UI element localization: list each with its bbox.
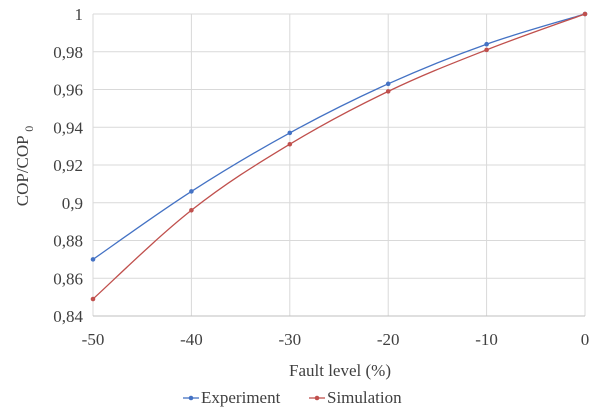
series-point-simulation: [287, 141, 293, 147]
series-point-simulation: [90, 296, 96, 302]
y-tick-label: 0,9: [62, 194, 83, 213]
y-tick-label: 0,86: [53, 269, 83, 288]
y-axis-title: COP/COP 0: [13, 126, 36, 206]
y-axis-title-main: COP/COP: [13, 136, 32, 206]
series-point-simulation: [582, 11, 588, 17]
legend-label-experiment: Experiment: [201, 388, 281, 407]
series-point-simulation: [189, 208, 194, 213]
x-tick-label: -30: [278, 330, 301, 349]
y-tick-label: 0,98: [53, 43, 83, 62]
series-line-simulation: [92, 13, 586, 300]
y-tick-label: 0,84: [53, 307, 83, 326]
y-tick-label: 1: [75, 5, 84, 24]
series-point-experiment: [385, 81, 391, 87]
series-point-experiment: [90, 257, 96, 262]
series-point-experiment: [484, 41, 489, 47]
x-tick-label: -10: [475, 330, 498, 349]
series-point-experiment: [189, 189, 194, 194]
grid-lines: [92, 13, 586, 317]
series-point-experiment: [287, 130, 293, 136]
y-tick-label: 0,88: [53, 232, 83, 251]
series-point-simulation: [385, 89, 391, 94]
legend: Experiment Simulation: [183, 388, 402, 407]
y-tick-label: 0,96: [53, 81, 83, 100]
y-axis-title-subscript: 0: [22, 126, 36, 132]
y-tick-label: 0,92: [53, 156, 83, 175]
x-tick-label: -20: [377, 330, 400, 349]
legend-marker-simulation: [314, 395, 320, 401]
tick-labels: 0,84 0,86 0,88 0,9 0,92 0,94 0,96 0,98 1 -50 -40 -3…: [53, 5, 589, 349]
x-tick-label: 0: [581, 330, 590, 349]
series-line-experiment: [92, 13, 586, 260]
series-layer: [90, 11, 588, 302]
x-axis-title: Fault level (%): [289, 361, 391, 380]
x-tick-label: -40: [180, 330, 203, 349]
legend-label-simulation: Simulation: [327, 388, 402, 407]
y-tick-label: 0,94: [53, 118, 83, 137]
series-point-simulation: [484, 47, 489, 53]
x-tick-label: -50: [82, 330, 105, 349]
legend-marker-experiment: [188, 395, 194, 401]
